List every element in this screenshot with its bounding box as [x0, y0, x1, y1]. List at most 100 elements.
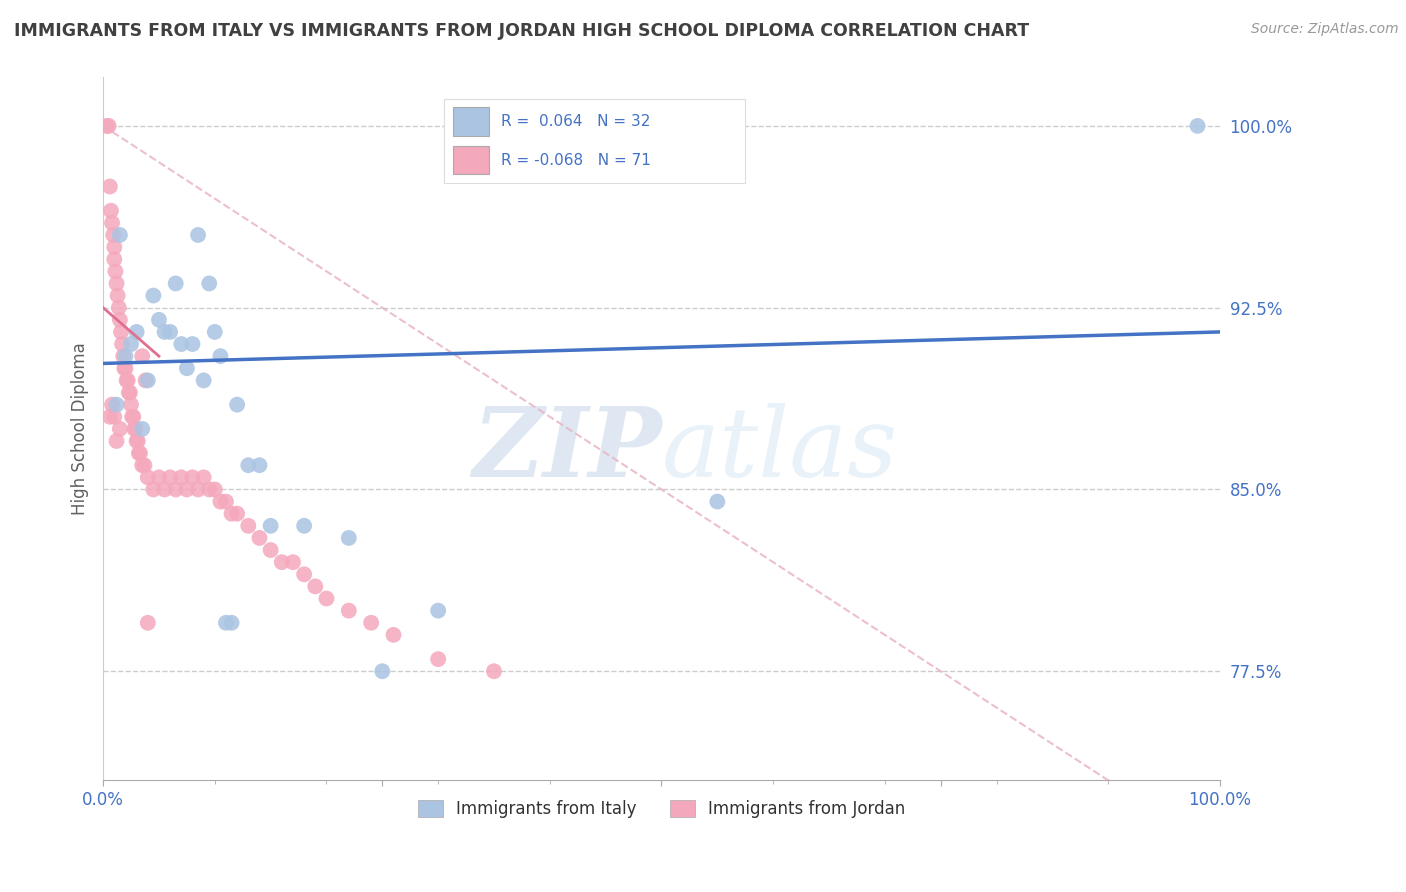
Point: [136, 373, 159, 387]
Point: [129, 446, 152, 460]
Point: [153, 483, 176, 497]
Point: [108, 313, 131, 327]
Point: [198, 483, 221, 497]
Point: [221, 615, 243, 630]
Point: [259, 543, 281, 558]
Point: [281, 555, 304, 569]
Point: [142, 483, 165, 497]
Point: [193, 470, 215, 484]
Point: [165, 277, 187, 291]
Point: [238, 518, 260, 533]
Point: [238, 458, 260, 473]
Point: [148, 313, 170, 327]
Point: [96, 119, 118, 133]
Point: [98, 179, 121, 194]
Point: [142, 288, 165, 302]
Point: [204, 325, 226, 339]
Legend: Immigrants from Italy, Immigrants from Jordan: Immigrants from Italy, Immigrants from J…: [411, 793, 912, 825]
Point: [118, 385, 141, 400]
Point: [209, 494, 232, 508]
Point: [382, 628, 405, 642]
Point: [127, 434, 149, 448]
Point: [215, 494, 238, 508]
Point: [131, 422, 153, 436]
Point: [128, 446, 150, 460]
Point: [165, 483, 187, 497]
Point: [131, 349, 153, 363]
Point: [103, 252, 125, 267]
Point: [482, 665, 505, 679]
Point: [181, 337, 204, 351]
Point: [371, 665, 394, 679]
Point: [136, 615, 159, 630]
Point: [159, 470, 181, 484]
Point: [136, 470, 159, 484]
Point: [1187, 119, 1209, 133]
Point: [125, 325, 148, 339]
Point: [108, 227, 131, 242]
Point: [111, 337, 134, 351]
Point: [187, 483, 209, 497]
Point: [193, 373, 215, 387]
Point: [270, 555, 292, 569]
Point: [204, 483, 226, 497]
Point: [148, 470, 170, 484]
Point: [121, 409, 143, 424]
Point: [98, 409, 121, 424]
Point: [249, 531, 271, 545]
Point: [124, 422, 146, 436]
Point: [114, 361, 136, 376]
Point: [100, 203, 122, 218]
Point: [315, 591, 337, 606]
Point: [108, 422, 131, 436]
Point: [337, 531, 360, 545]
Point: [122, 409, 145, 424]
Point: [135, 373, 157, 387]
Point: [292, 518, 315, 533]
Point: [153, 325, 176, 339]
Point: [292, 567, 315, 582]
Point: [170, 470, 193, 484]
Text: Source: ZipAtlas.com: Source: ZipAtlas.com: [1251, 22, 1399, 37]
Point: [101, 227, 124, 242]
Point: [187, 227, 209, 242]
Text: IMMIGRANTS FROM ITALY VS IMMIGRANTS FROM JORDAN HIGH SCHOOL DIPLOMA CORRELATION : IMMIGRANTS FROM ITALY VS IMMIGRANTS FROM…: [14, 22, 1029, 40]
Point: [427, 604, 450, 618]
Point: [120, 337, 142, 351]
Point: [159, 325, 181, 339]
Point: [110, 325, 132, 339]
Point: [170, 337, 193, 351]
Point: [101, 216, 124, 230]
Point: [181, 470, 204, 484]
Point: [337, 604, 360, 618]
Point: [226, 398, 249, 412]
Point: [117, 373, 139, 387]
Point: [97, 119, 120, 133]
Point: [221, 507, 243, 521]
Point: [118, 385, 141, 400]
Point: [134, 458, 156, 473]
Point: [226, 507, 249, 521]
Point: [209, 349, 232, 363]
Point: [215, 615, 238, 630]
Point: [176, 361, 198, 376]
Point: [112, 349, 135, 363]
Point: [259, 518, 281, 533]
Text: ZIP: ZIP: [472, 403, 661, 497]
Point: [112, 361, 135, 376]
Point: [125, 434, 148, 448]
Point: [304, 579, 326, 593]
Text: atlas: atlas: [661, 403, 897, 497]
Y-axis label: High School Diploma: High School Diploma: [72, 343, 89, 516]
Point: [103, 409, 125, 424]
Point: [101, 398, 124, 412]
Point: [176, 483, 198, 497]
Point: [107, 301, 129, 315]
Point: [105, 398, 128, 412]
Point: [105, 434, 128, 448]
Point: [360, 615, 382, 630]
Point: [427, 652, 450, 666]
Point: [249, 458, 271, 473]
Point: [120, 398, 142, 412]
Point: [124, 422, 146, 436]
